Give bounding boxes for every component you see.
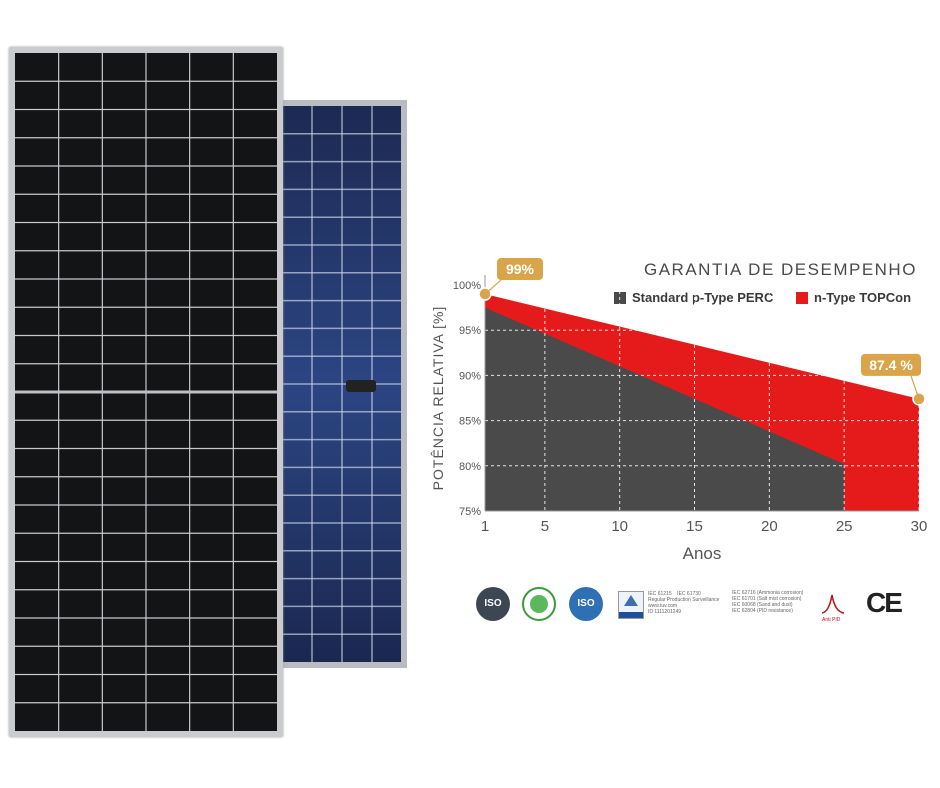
annotation-box [861,353,921,376]
performance-chart: 1 5 10 15 20 25 30 75% 80% 85% 90% 95% 100% Anos POTÊN… [425,250,930,570]
annotation-box [497,258,543,281]
y-tick-label: 100% [453,280,481,292]
y-tick-label: 85% [459,416,481,428]
y-tick-label: 90% [459,370,481,382]
certification-logos: ISO ISO IEC 61215 IEC 61730 Regular Prod… [476,585,906,630]
annotation-label: 87.4 % [869,357,913,373]
y-tick-label: 75% [459,506,481,518]
x-tick-label: 15 [686,518,703,535]
x-tick-label: 10 [611,518,628,535]
x-tick-label: 30 [911,518,928,535]
y-axis-title: POTÊNCIA RELATIVA [%] [430,306,446,491]
tuv-bar [619,612,643,618]
iso-badge-1-label: ISO [484,598,502,609]
solar-panel-front-cells [15,53,277,731]
solar-panel-back-grid [283,106,401,662]
legend-label-perc: Standard p-Type PERC [632,290,774,305]
legend-label-topcon: n-Type TOPCon [814,290,912,305]
anti-pid-logo: Anti PID [821,591,845,623]
junction-box-cable [346,380,376,392]
annotation-leader [484,279,502,295]
iso-badge-2-label: ISO [577,598,595,609]
tuv-triangle-icon [624,595,638,606]
solar-panel-back-cells [283,106,401,662]
x-tick-label: 25 [836,518,853,535]
x-tick-label: 1 [481,518,489,535]
solar-panel-front-image [9,47,283,737]
performance-chart-svg: 1 5 10 15 20 25 3075%80%85%90%95%100%AnosPOTÊN… [430,258,928,563]
series-area-perc [485,307,845,511]
tuv-standards-text: IEC 61215 IEC 61730 Regular Production S… [648,591,720,615]
solar-panel-front-grid [15,53,277,731]
green-cert-badge [522,587,556,621]
annotation-label: 99% [506,261,535,277]
y-tick-label: 95% [459,325,481,337]
solar-panel-back-image [277,100,407,668]
x-axis-title: Anos [683,544,722,563]
x-tick-label: 5 [541,518,549,535]
x-tick-label: 20 [761,518,778,535]
anti-pid-curve-icon [821,594,845,614]
resistance-standards-text: IEC 62716 (Ammonia corrosion) IEC 61701 … [732,590,804,614]
tuv-logo [618,591,644,619]
chart-title: GARANTIA DE DESEMPENHO [644,260,917,279]
leaf-icon [530,595,548,613]
ce-mark: CE [866,587,903,618]
iso-badge-2: ISO [569,587,603,621]
legend-swatch-topcon [796,291,808,304]
anti-pid-label: Anti PID [822,617,841,623]
iso-badge-1: ISO [476,587,510,621]
annotation-leader [910,375,920,400]
legend-item-topcon: n-Type TOPCon [796,290,911,305]
y-tick-label: 80% [459,461,481,473]
